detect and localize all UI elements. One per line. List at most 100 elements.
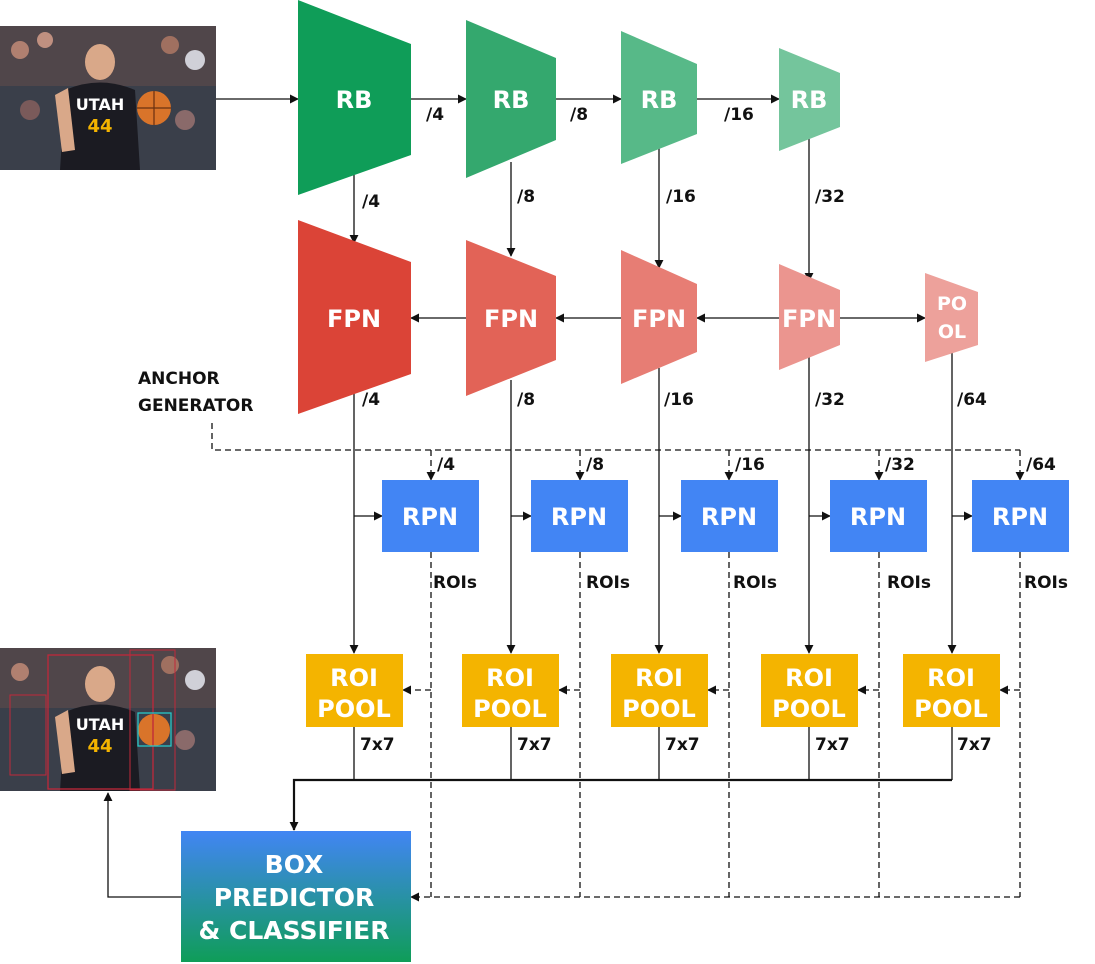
detection-box-background-2 [129,649,176,791]
detection-box-ball [137,712,172,747]
rb-scale-d-4: /32 [815,187,845,207]
fpn-label-4: FPN [782,305,836,333]
pool-shape [925,273,978,362]
rb-shape-2 [466,20,556,178]
box-predictor-line2: PREDICTOR [214,883,375,912]
rb-label-3: RB [641,86,678,114]
rb-block-3: RB [621,31,697,164]
roi-pool-line2-2: POOL [473,695,547,723]
pool-label-line2: OL [938,321,966,343]
roi-pool-line1-3: ROI [635,664,683,692]
box-predictor-line3: & CLASSIFIER [198,916,389,945]
fpn-label-1: FPN [327,305,381,333]
pool-size-label-2: 7x7 [517,735,552,755]
fpn-shape-4 [779,264,840,370]
rpn-block-1: RPN [382,480,479,552]
rb-scale-d-3: /16 [666,187,696,207]
fpn-scale-d-1: /4 [362,390,380,410]
roi-pool-box-1 [306,654,403,727]
roi-pool-line2-4: POOL [772,695,846,723]
detection-box-background-1 [9,694,47,776]
output-jersey-text: UTAH [76,715,124,734]
solid-connectors [103,94,973,898]
fpn-block-3: FPN [621,250,697,384]
rb-label-1: RB [336,86,373,114]
fpn-block-2: FPN [466,240,556,396]
anchor-scale-2: /8 [586,455,604,475]
output-image: UTAH 44 [0,648,216,791]
roi-pool-block-4: ROI POOL [761,654,858,727]
rpn-box-3 [681,480,778,552]
fpn-label-2: FPN [484,305,538,333]
roi-pool-block-1: ROI POOL [306,654,403,727]
pool-size-label-5: 7x7 [957,735,992,755]
anchor-scale-4: /32 [885,455,915,475]
rb-scale-h-1: /4 [426,105,444,125]
box-predictor-classifier: BOX PREDICTOR & CLASSIFIER [181,831,411,962]
rb-scale-h-3: /16 [724,105,754,125]
pool-size-label-3: 7x7 [665,735,700,755]
fpn-scale-d-4: /32 [815,390,845,410]
rpn-block-2: RPN [531,480,628,552]
rpn-block-4: RPN [830,480,927,552]
roi-pool-box-5 [903,654,1000,727]
rb-block-4: RB [779,48,840,151]
pool-block: PO OL [925,273,978,362]
input-image: UTAH 44 [0,26,216,170]
rois-label-1: ROIs [433,573,477,593]
roi-pool-line2-3: POOL [622,695,696,723]
rb-label-2: RB [493,86,530,114]
anchor-scale-1: /4 [437,455,455,475]
fpn-shape-3 [621,250,697,384]
rois-label-3: ROIs [733,573,777,593]
dashed-connectors [211,423,1025,902]
rpn-label-5: RPN [992,503,1048,531]
rpn-label-1: RPN [402,503,458,531]
roi-pool-block-2: ROI POOL [462,654,559,727]
roi-pool-block-3: ROI POOL [611,654,708,727]
rois-label-2: ROIs [586,573,630,593]
rpn-block-5: RPN [972,480,1069,552]
fpn-shape-1 [298,220,411,414]
rb-block-1: RB [298,0,411,195]
roi-pool-line1-2: ROI [486,664,534,692]
rpn-box-5 [972,480,1069,552]
roi-pool-line1-5: ROI [927,664,975,692]
fpn-scale-d-5: /64 [957,390,987,410]
pool-size-label-4: 7x7 [815,735,850,755]
roi-pool-box-2 [462,654,559,727]
roi-pool-line2-1: POOL [317,695,391,723]
rpn-box-1 [382,480,479,552]
pool-label-line1: PO [937,293,967,315]
roi-pool-line1-4: ROI [785,664,833,692]
rb-label-4: RB [791,86,828,114]
anchor-scale-3: /16 [735,455,765,475]
anchor-generator-line2: GENERATOR [138,396,253,416]
fpn-scale-d-2: /8 [517,390,535,410]
anchor-generator-line1: ANCHOR [138,369,220,389]
rb-scale-d-1: /4 [362,192,380,212]
roi-pool-line2-5: POOL [914,695,988,723]
rb-shape-1 [298,0,411,195]
rb-shape-4 [779,48,840,151]
rois-label-4: ROIs [887,573,931,593]
fpn-label-3: FPN [632,305,686,333]
roi-pool-box-3 [611,654,708,727]
fpn-shape-2 [466,240,556,396]
rpn-box-2 [531,480,628,552]
roi-pool-line1-1: ROI [330,664,378,692]
rois-label-5: ROIs [1024,573,1068,593]
roi-pool-box-4 [761,654,858,727]
input-jersey-text: UTAH [76,95,124,114]
box-predictor-line1: BOX [265,850,324,879]
anchor-scale-5: /64 [1026,455,1056,475]
basketball-icon [138,714,170,746]
pool-size-label-1: 7x7 [360,735,395,755]
output-jersey-number: 44 [87,736,112,757]
box-predictor-box [181,831,411,962]
fpn-block-1: FPN [298,220,411,414]
rpn-box-4 [830,480,927,552]
input-jersey-number: 44 [87,116,112,137]
rpn-label-4: RPN [850,503,906,531]
